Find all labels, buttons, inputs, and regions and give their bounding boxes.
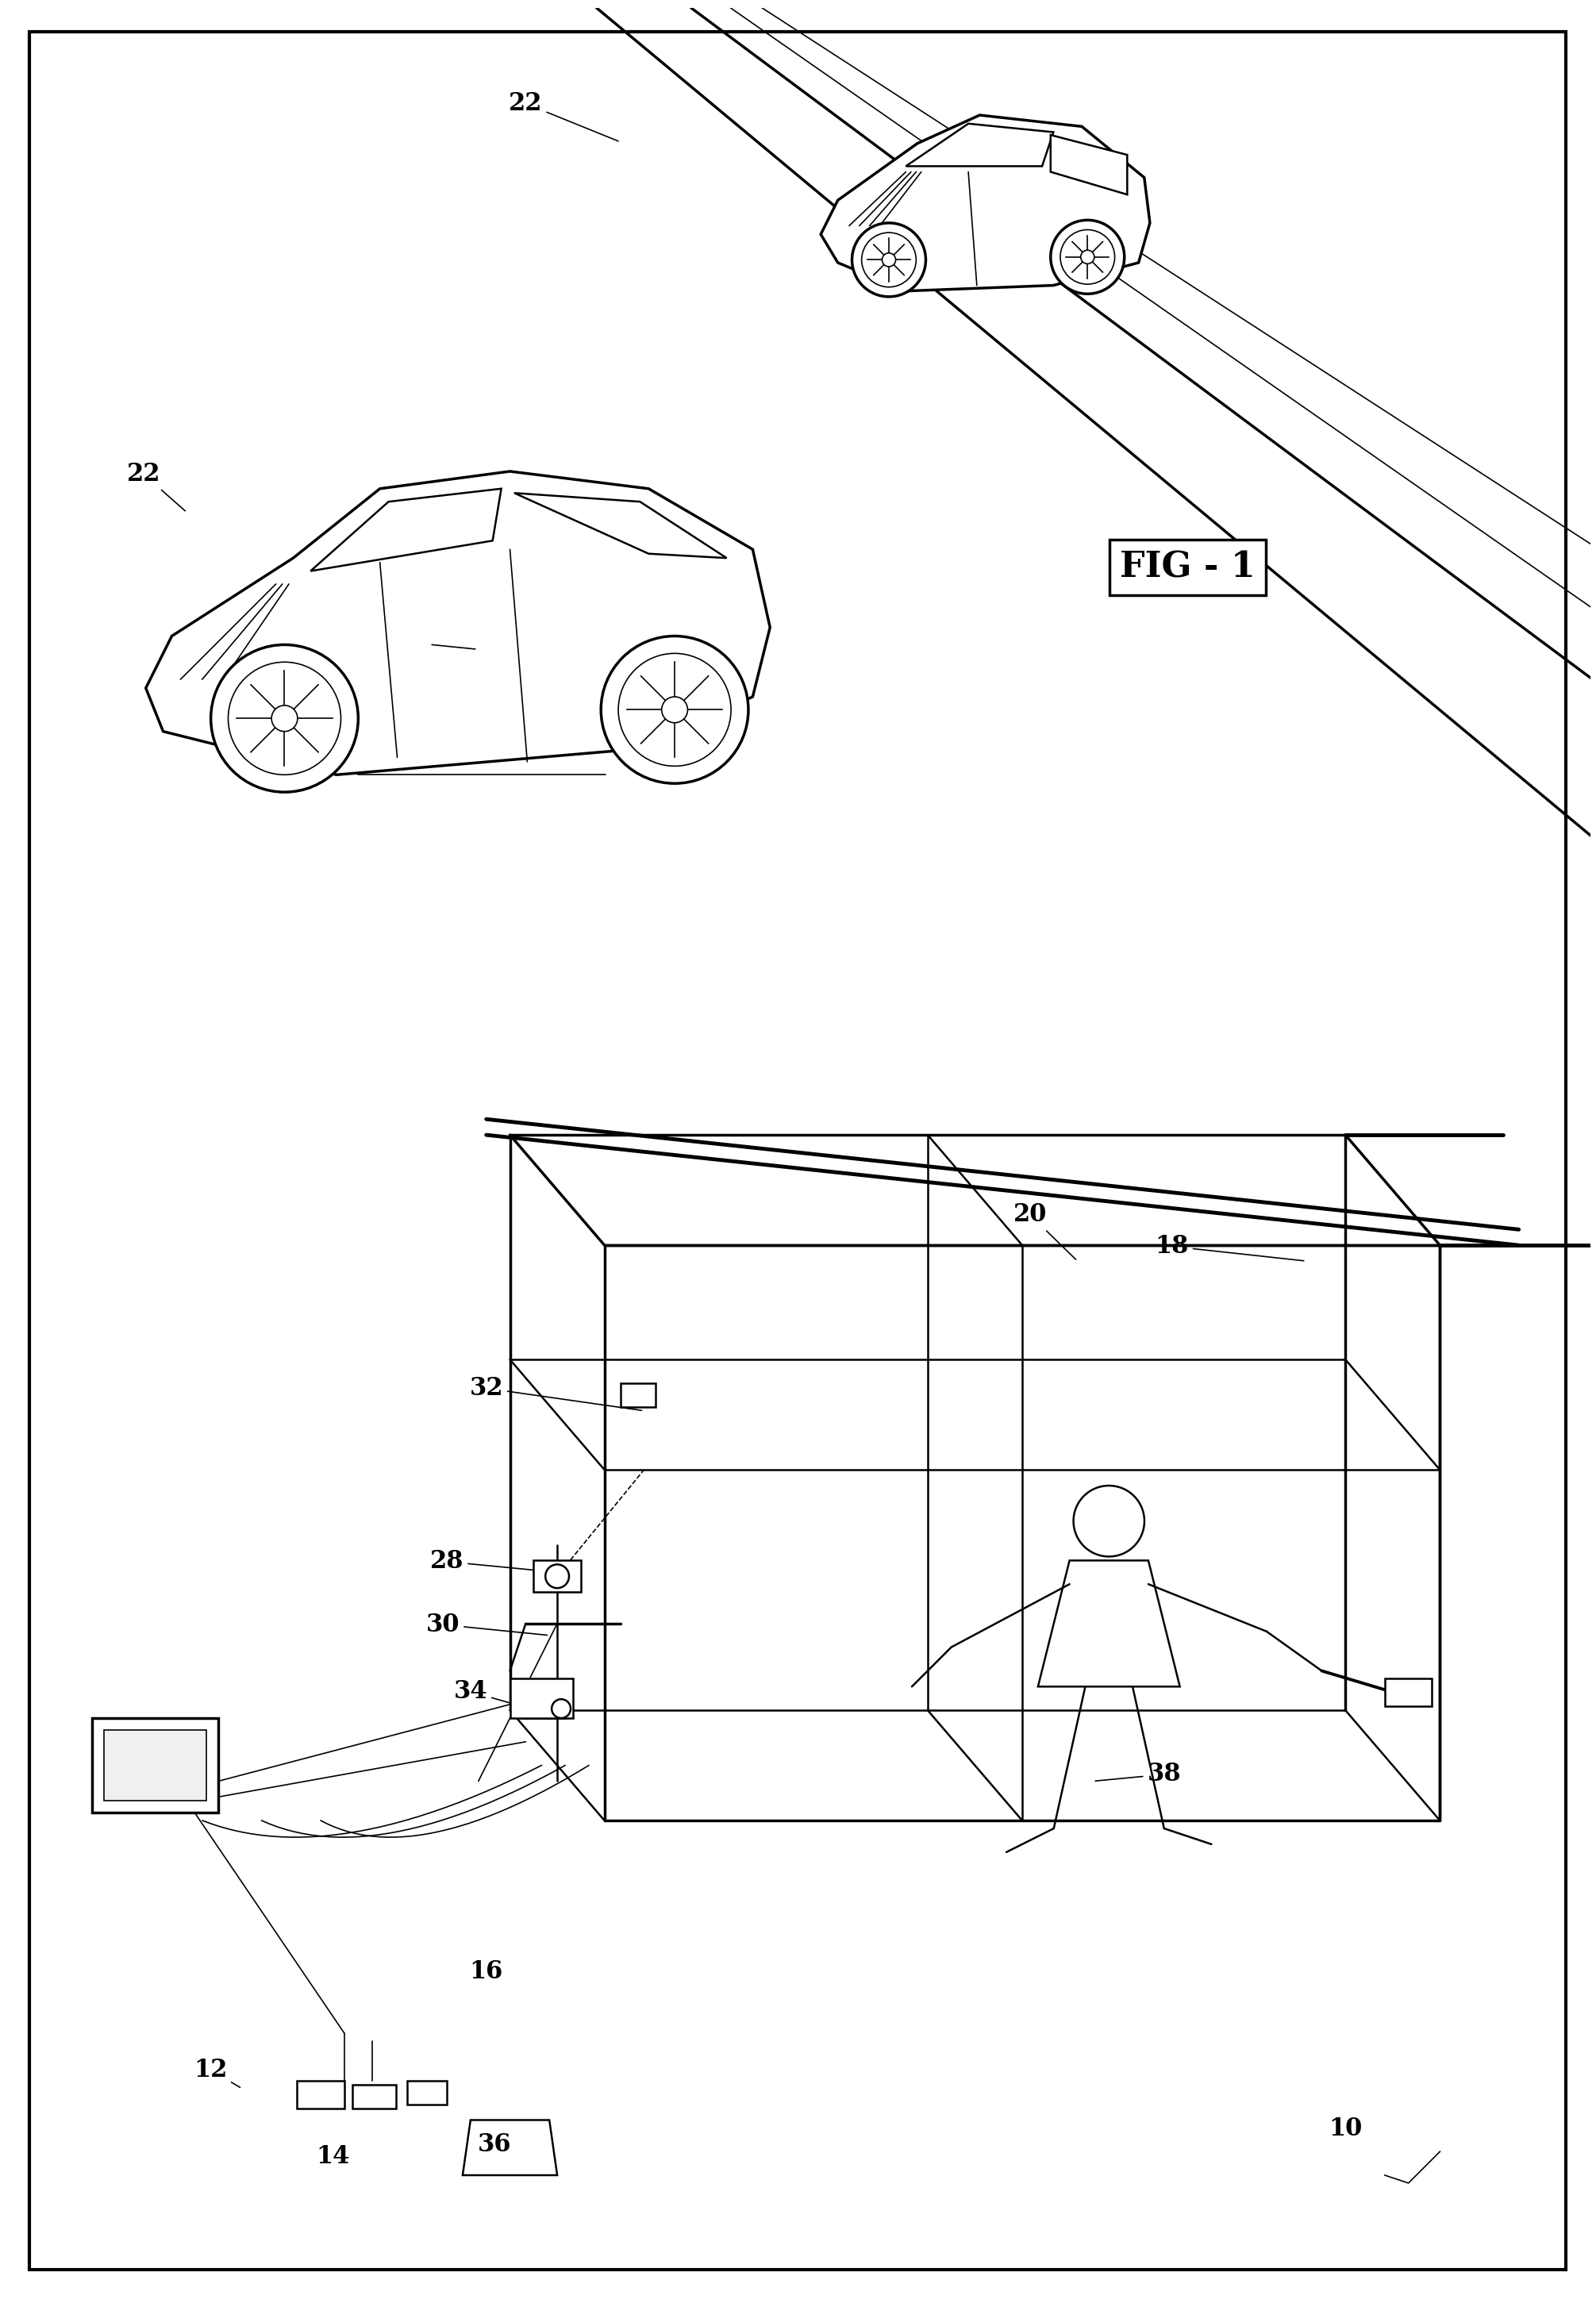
Text: 34: 34 xyxy=(453,1678,547,1713)
Text: 16: 16 xyxy=(469,1959,503,1984)
Text: 26: 26 xyxy=(110,1775,161,1798)
Circle shape xyxy=(228,662,342,775)
Text: 20: 20 xyxy=(1013,1202,1076,1260)
Polygon shape xyxy=(514,492,726,559)
Circle shape xyxy=(883,253,895,267)
Text: 22: 22 xyxy=(126,462,185,510)
Circle shape xyxy=(271,706,297,731)
Text: FIG - 1: FIG - 1 xyxy=(1120,549,1256,584)
Polygon shape xyxy=(820,115,1149,292)
Circle shape xyxy=(552,1699,571,1717)
Polygon shape xyxy=(1037,1561,1179,1687)
Circle shape xyxy=(862,232,916,287)
Circle shape xyxy=(618,653,731,766)
Polygon shape xyxy=(311,490,501,570)
Text: 32: 32 xyxy=(469,1375,642,1412)
Text: 22: 22 xyxy=(509,92,618,140)
Bar xyxy=(407,2081,447,2104)
Polygon shape xyxy=(463,2120,557,2175)
Bar xyxy=(1385,1678,1432,1706)
Circle shape xyxy=(1074,1485,1144,1556)
Bar xyxy=(511,1678,573,1717)
Polygon shape xyxy=(145,471,769,775)
Text: 30: 30 xyxy=(426,1612,547,1637)
Polygon shape xyxy=(1050,136,1127,195)
Bar xyxy=(93,1717,219,1812)
Circle shape xyxy=(602,637,749,784)
Text: 10: 10 xyxy=(1328,2117,1361,2140)
Text: 28: 28 xyxy=(429,1550,555,1575)
Bar xyxy=(353,2085,396,2108)
Circle shape xyxy=(1060,230,1114,285)
Circle shape xyxy=(211,644,358,793)
Bar xyxy=(621,1384,656,1407)
Bar xyxy=(297,2081,345,2108)
Text: 38: 38 xyxy=(1095,1761,1181,1786)
Text: 14: 14 xyxy=(316,2145,350,2168)
Text: 36: 36 xyxy=(477,2133,511,2156)
Bar xyxy=(522,1690,565,1717)
Text: 12: 12 xyxy=(193,2058,239,2087)
Bar xyxy=(533,1561,581,1591)
Circle shape xyxy=(1080,251,1095,264)
Bar xyxy=(104,1729,206,1800)
Circle shape xyxy=(1050,221,1124,294)
Circle shape xyxy=(852,223,926,297)
Text: 18: 18 xyxy=(1156,1235,1304,1260)
Circle shape xyxy=(662,697,688,722)
Circle shape xyxy=(546,1563,570,1589)
Polygon shape xyxy=(907,124,1053,166)
